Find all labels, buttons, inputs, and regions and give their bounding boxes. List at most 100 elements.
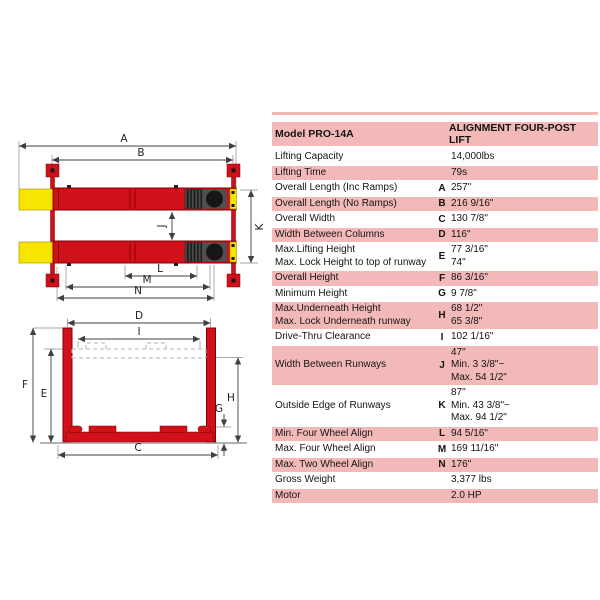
spec-letter: K (438, 400, 446, 412)
spec-letter: H (438, 310, 446, 321)
dim-label-c: C (134, 442, 141, 454)
spec-value: 87" Min. 43 3/8"~ Max. 94 1/2" (451, 387, 510, 423)
table-row: Lifting Capacity 14,000lbs (272, 150, 598, 166)
turnplate-icon (206, 190, 223, 208)
spec-value: 86 3/16" (451, 272, 488, 283)
spec-value: 257" (451, 182, 472, 193)
spec-label: Max. Four Wheel Align (275, 443, 376, 454)
spec-letter: F (438, 272, 446, 284)
spec-letter: E (438, 251, 446, 262)
dim-label-j: J (156, 224, 168, 228)
wheel-stop (229, 188, 237, 210)
spec-letter: C (438, 213, 446, 225)
spec-label: Outside Edge of Runways (275, 399, 391, 411)
spec-label: Width Between Columns (275, 228, 385, 240)
spec-value: 3,377 lbs (451, 474, 492, 485)
ridge-plate-icon (184, 242, 203, 262)
spec-value: 2.0 HP (451, 489, 482, 501)
turnplate-icon (206, 243, 223, 261)
table-row: Gross Weight 3,377 lbs (272, 473, 598, 489)
spec-letter: B (438, 198, 446, 210)
spec-label: Max. Two Wheel Align (275, 458, 374, 470)
spec-value: 47" Min. 3 3/8"~ Max. 54 1/2" (451, 346, 507, 383)
product-type-title: ALIGNMENT FOUR-POST LIFT (449, 122, 577, 146)
spec-value: 116" (451, 228, 471, 240)
dim-label-f: F (22, 379, 28, 391)
dim-label-a: A (120, 133, 128, 145)
dim-label-l: L (157, 263, 163, 275)
dim-label-k: K (254, 222, 266, 230)
model-title: Model PRO-14A (275, 128, 354, 140)
spec-label: Overall Height (275, 272, 339, 283)
diagram-panel: A B J K L M N (0, 133, 270, 478)
dim-label-b: B (137, 147, 144, 159)
runway-bottom (52, 240, 237, 266)
spec-letter: A (438, 182, 446, 194)
ramp-left-bottom (18, 241, 54, 264)
spec-label: Width Between Runways (275, 359, 387, 370)
table-row: Overall Length (No Ramps) B 216 9/16" (272, 196, 598, 212)
spec-label: Minimum Height (275, 287, 348, 299)
dim-label-d: D (135, 310, 143, 322)
dim-label-h: H (227, 392, 235, 404)
spec-letter: J (439, 359, 445, 371)
column-left (62, 327, 73, 443)
lift-diagrams: A B J K L M N (18, 133, 266, 459)
dim-label-m: M (142, 274, 151, 286)
spec-letter: L (438, 428, 446, 440)
table-row: Max. Two Wheel Align N 176" (272, 457, 598, 473)
dim-label-n: N (134, 285, 142, 297)
wheel-stop (229, 241, 237, 263)
table-body: Lifting Capacity 14,000lbs Lifting Time 79… (272, 150, 598, 504)
spec-label: Max.Underneath Height Max. Lock Undernea… (275, 303, 411, 327)
table-row: Max.Underneath Height Max. Lock Undernea… (272, 302, 598, 330)
spec-letter: G (438, 288, 446, 300)
table-row: Overall Height F 86 3/16" (272, 271, 598, 287)
spec-value: 130 7/8" (451, 213, 488, 224)
runway-top (52, 185, 237, 211)
spec-label: Overall Width (275, 213, 336, 224)
table-top-border (272, 112, 598, 115)
top-view-diagram: A B J K L M N (18, 133, 266, 302)
spec-value: 216 9/16" (451, 197, 494, 209)
table-row: Overall Length (Inc Ramps) A 257" (272, 181, 598, 197)
spec-label: Drive-Thru Clearance (275, 331, 371, 342)
raised-runway-phantom (71, 342, 207, 359)
spec-value: 14,000lbs (451, 151, 495, 162)
spec-letter: N (438, 459, 446, 471)
spec-letter: D (438, 229, 446, 241)
post-tops (45, 163, 241, 288)
lowered-runway (65, 425, 214, 443)
dim-label-e: E (41, 388, 48, 400)
spec-label: Max.Lifting Height Max. Lock Height to t… (275, 244, 427, 268)
table-row: Width Between Runways J 47" Min. 3 3/8"~ M… (272, 345, 598, 386)
table-row: Min. Four Wheel Align L 94 5/16" (272, 426, 598, 442)
spec-value: 176" (451, 458, 472, 470)
table-row: Max.Lifting Height Max. Lock Height to t… (272, 243, 598, 271)
spec-label: Lifting Capacity (275, 151, 344, 162)
spec-letter: I (440, 331, 444, 343)
table-row: Overall Width C 130 7/8" (272, 212, 598, 228)
table-row: Outside Edge of Runways K 87" Min. 43 3/8"… (272, 386, 598, 427)
spec-value: 77 3/16" 74" (451, 244, 488, 268)
table-row: Max. Four Wheel Align M 169 11/16" (272, 442, 598, 458)
table-row: Width Between Columns D 116" (272, 227, 598, 243)
spec-value: 102 1/16" (451, 331, 494, 342)
dim-label-g: G (215, 403, 223, 415)
table-row: Drive-Thru Clearance I 102 1/16" (272, 330, 598, 346)
column-right (206, 327, 216, 443)
spec-label: Lifting Time (275, 166, 327, 178)
ridge-plate-icon (184, 189, 203, 209)
table-row: Motor 2.0 HP (272, 488, 598, 504)
spec-value: 79s (451, 166, 468, 178)
spec-label: Overall Length (Inc Ramps) (275, 182, 398, 193)
front-view-diagram: D I F E H G C (22, 310, 247, 459)
ramp-left-top (18, 188, 54, 211)
spec-label: Gross Weight (275, 474, 336, 485)
dim-label-i: I (137, 326, 140, 338)
spec-label: Min. Four Wheel Align (275, 427, 373, 439)
spec-label: Motor (275, 489, 301, 501)
spec-value: 169 11/16" (451, 443, 499, 454)
spec-letter: M (437, 443, 447, 455)
